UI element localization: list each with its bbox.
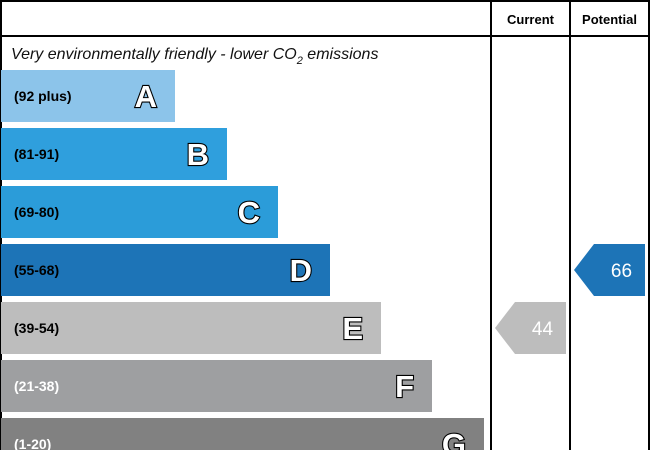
band-g-bar [1,418,484,450]
potential-rating-pointer [574,244,645,296]
top-label-suffix: emissions [303,46,379,63]
band-a-letter: A [135,79,157,114]
band-e-bar [1,302,381,354]
band-c-range: (69-80) [14,204,59,220]
current-rating-pointer [495,302,566,354]
current-column-header: Current [507,12,555,27]
band-g-range: (1-20) [14,436,51,450]
potential-column-header: Potential [582,12,637,27]
band-c-letter: C [238,195,260,230]
band-e-range: (39-54) [14,320,59,336]
band-e-letter: E [342,311,363,346]
band-c-bar [1,186,278,238]
band-g-letter: G [442,427,466,450]
band-a-bar [1,70,175,122]
top-label-prefix: Very environmentally friendly - lower CO [11,46,297,63]
band-b-range: (81-91) [14,146,59,162]
top-label: Very environmentally friendly - lower CO… [11,46,378,67]
rating-pointers: 44 66 [495,244,645,354]
band-d-range: (55-68) [14,262,59,278]
band-f-letter: F [395,369,414,404]
band-f-bar [1,360,432,412]
top-label-subscript: 2 [296,55,303,67]
rating-bands: (92 plus) A (81-91) B (69-80) C (55-68) D (39-54… [1,70,484,450]
potential-rating-value: 66 [611,261,632,282]
band-b-letter: B [187,137,209,172]
band-a-range: (92 plus) [14,88,72,104]
current-rating-value: 44 [532,319,554,340]
band-d-letter: D [290,253,312,288]
band-f-range: (21-38) [14,378,59,394]
band-b-bar [1,128,227,180]
band-d-bar [1,244,330,296]
